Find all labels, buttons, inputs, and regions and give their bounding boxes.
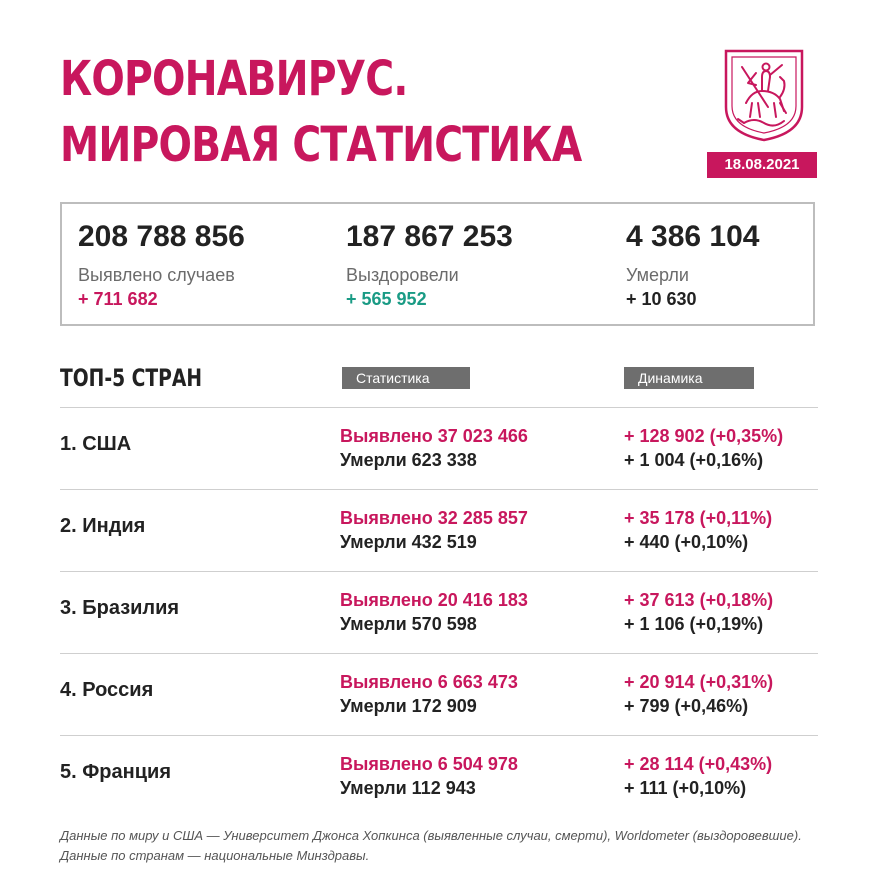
stats-cell: Выявлено 20 416 183 Умерли 570 598 bbox=[340, 588, 528, 636]
table-row: 5. Франция Выявлено 6 504 978 Умерли 112… bbox=[60, 735, 818, 817]
cases-total: 208 788 856 bbox=[78, 220, 245, 253]
died-delta: + 111 (+0,10%) bbox=[624, 778, 747, 798]
world-summary-panel: 208 788 856 Выявлено случаев + 711 682 1… bbox=[60, 202, 815, 326]
top5-table: 1. США Выявлено 37 023 466 Умерли 623 33… bbox=[60, 407, 818, 817]
table-row: 2. Индия Выявлено 32 285 857 Умерли 432 … bbox=[60, 489, 818, 571]
deaths-total: 4 386 104 bbox=[626, 220, 760, 253]
detected-value: Выявлено 37 023 466 bbox=[340, 426, 528, 446]
died-value: Умерли 112 943 bbox=[340, 778, 476, 798]
dynamics-cell: + 28 114 (+0,43%) + 111 (+0,10%) bbox=[624, 752, 772, 800]
cases-label: Выявлено случаев bbox=[78, 265, 235, 285]
detected-value: Выявлено 32 285 857 bbox=[340, 508, 528, 528]
detected-value: Выявлено 6 504 978 bbox=[340, 754, 518, 774]
source-footnote: Данные по миру и США — Университет Джонс… bbox=[60, 828, 802, 863]
table-row: 1. США Выявлено 37 023 466 Умерли 623 33… bbox=[60, 407, 818, 489]
page-title: КОРОНАВИРУС. МИРОВАЯ СТАТИСТИКА bbox=[60, 46, 582, 178]
top5-heading: ТОП-5 СТРАН bbox=[60, 364, 203, 392]
died-value: Умерли 432 519 bbox=[340, 532, 477, 552]
detected-delta: + 20 914 (+0,31%) bbox=[624, 672, 774, 692]
date-badge: 18.08.2021 bbox=[707, 152, 817, 178]
title-line-2: МИРОВАЯ СТАТИСТИКА bbox=[60, 117, 582, 173]
died-delta: + 1 004 (+0,16%) bbox=[624, 450, 764, 470]
summary-deaths: 4 386 104 Умерли + 10 630 bbox=[626, 218, 759, 310]
died-delta: + 1 106 (+0,19%) bbox=[624, 614, 764, 634]
died-delta: + 440 (+0,10%) bbox=[624, 532, 749, 552]
summary-cases: 208 788 856 Выявлено случаев + 711 682 bbox=[78, 218, 245, 310]
table-row: 4. Россия Выявлено 6 663 473 Умерли 172 … bbox=[60, 653, 818, 735]
dynamics-cell: + 37 613 (+0,18%) + 1 106 (+0,19%) bbox=[624, 588, 773, 636]
recovered-label: Выздоровели bbox=[346, 265, 459, 285]
detected-delta: + 35 178 (+0,11%) bbox=[624, 508, 773, 528]
died-delta: + 799 (+0,46%) bbox=[624, 696, 749, 716]
dynamics-cell: + 128 902 (+0,35%) + 1 004 (+0,16%) bbox=[624, 424, 783, 472]
dynamics-cell: + 35 178 (+0,11%) + 440 (+0,10%) bbox=[624, 506, 772, 554]
detected-delta: + 28 114 (+0,43%) bbox=[624, 754, 773, 774]
country-name: 5. Франция bbox=[60, 761, 171, 783]
recovered-total: 187 867 253 bbox=[346, 220, 513, 253]
died-value: Умерли 623 338 bbox=[340, 450, 477, 470]
detected-delta: + 128 902 (+0,35%) bbox=[624, 426, 784, 446]
died-value: Умерли 172 909 bbox=[340, 696, 477, 716]
dynamics-cell: + 20 914 (+0,31%) + 799 (+0,46%) bbox=[624, 670, 773, 718]
recovered-delta: + 565 952 bbox=[346, 289, 427, 309]
detected-value: Выявлено 6 663 473 bbox=[340, 672, 518, 692]
stats-column-header: Статистика bbox=[342, 367, 470, 389]
summary-recovered: 187 867 253 Выздоровели + 565 952 bbox=[346, 218, 513, 310]
title-line-1: КОРОНАВИРУС. bbox=[60, 51, 408, 107]
moscow-coat-of-arms-icon bbox=[724, 49, 804, 142]
stats-cell: Выявлено 32 285 857 Умерли 432 519 bbox=[340, 506, 528, 554]
country-name: 4. Россия bbox=[60, 679, 154, 701]
country-name: 2. Индия bbox=[60, 515, 146, 537]
country-name: 3. Бразилия bbox=[60, 597, 180, 619]
detected-delta: + 37 613 (+0,18%) bbox=[624, 590, 774, 610]
deaths-delta: + 10 630 bbox=[626, 289, 697, 309]
cases-delta: + 711 682 bbox=[78, 289, 158, 309]
detected-value: Выявлено 20 416 183 bbox=[340, 590, 528, 610]
deaths-label: Умерли bbox=[626, 265, 689, 285]
stats-cell: Выявлено 6 504 978 Умерли 112 943 bbox=[340, 752, 518, 800]
stats-cell: Выявлено 6 663 473 Умерли 172 909 bbox=[340, 670, 518, 718]
country-name: 1. США bbox=[60, 433, 132, 455]
stats-cell: Выявлено 37 023 466 Умерли 623 338 bbox=[340, 424, 528, 472]
table-row: 3. Бразилия Выявлено 20 416 183 Умерли 5… bbox=[60, 571, 818, 653]
died-value: Умерли 570 598 bbox=[340, 614, 477, 634]
dynamics-column-header: Динамика bbox=[624, 367, 754, 389]
